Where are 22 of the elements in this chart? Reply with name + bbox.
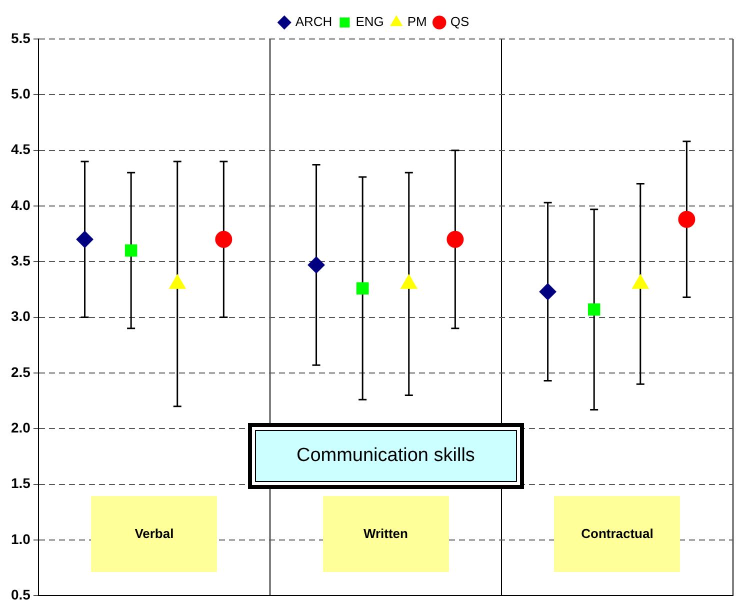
x-tick-label: Written bbox=[363, 526, 408, 542]
legend-label: PM bbox=[407, 14, 427, 30]
legend-label: QS bbox=[450, 14, 470, 30]
title-box: Communication skills bbox=[248, 423, 524, 490]
y-tick-label: 4.0 bbox=[10, 196, 31, 213]
legend-label: ARCH bbox=[295, 14, 332, 30]
x-tick-label: Contractual bbox=[581, 526, 654, 542]
y-tick-label: 1.0 bbox=[10, 530, 31, 547]
label-box: Verbal bbox=[91, 496, 218, 572]
y-tick-label: 3.0 bbox=[10, 308, 31, 324]
label-box: Contractual bbox=[554, 496, 680, 572]
y-tick-label: 2.5 bbox=[10, 364, 31, 380]
x-tick-label: Verbal bbox=[134, 526, 174, 542]
y-tick-label: 5.5 bbox=[10, 30, 31, 46]
y-tick-label: 3.5 bbox=[10, 252, 31, 268]
y-tick-label: 1.5 bbox=[10, 475, 31, 492]
label-box: Written bbox=[322, 496, 449, 572]
y-tick-label: 2.0 bbox=[10, 419, 31, 436]
y-tick-label: 5.0 bbox=[10, 86, 31, 102]
y-tick-label: 4.5 bbox=[10, 141, 31, 158]
y-tick-label: 0.5 bbox=[10, 586, 31, 602]
legend-label: ENG bbox=[356, 14, 384, 30]
